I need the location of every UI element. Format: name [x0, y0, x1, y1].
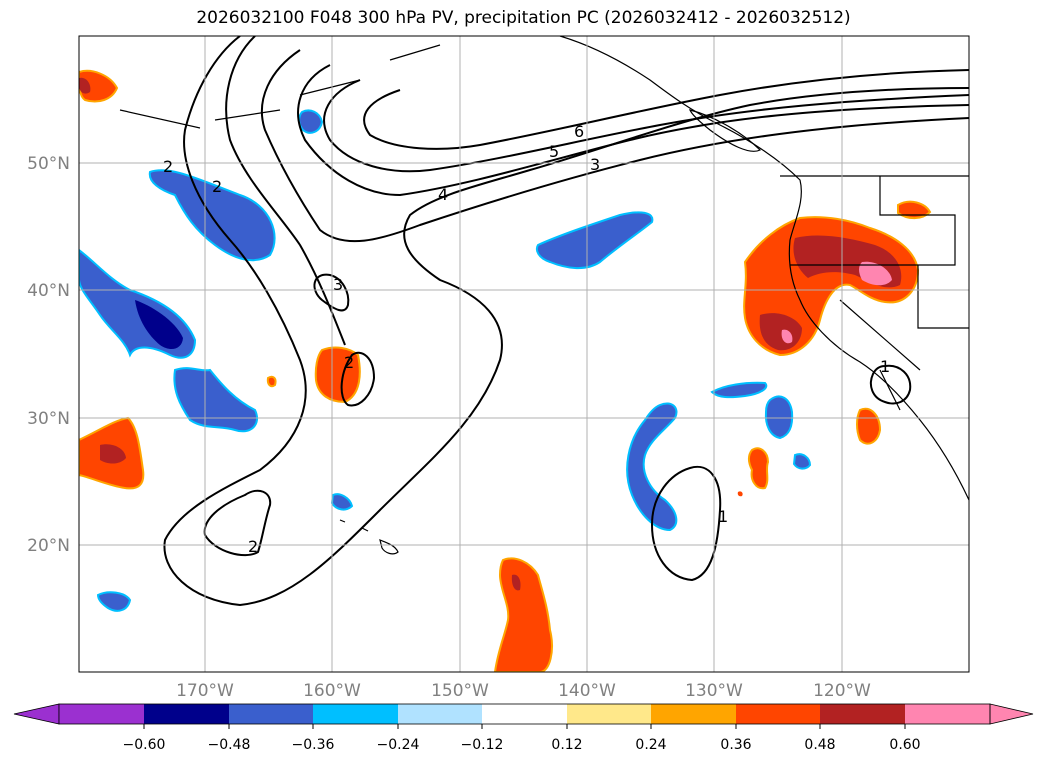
precip-blob: [710, 381, 768, 399]
precip-blob: [535, 211, 654, 269]
colorbar-tick-label: 0.24: [635, 737, 666, 753]
precip-blob: [298, 109, 324, 134]
precip-blob: [100, 444, 126, 464]
colorbar-tick-label: 0.60: [889, 737, 920, 753]
precip-blob: [856, 407, 882, 445]
colorbar-segment: [144, 704, 229, 724]
pv-contour: [650, 465, 722, 582]
colorbar-extend-high: [989, 703, 1034, 725]
contour-label: 2: [163, 157, 173, 176]
colorbar-segment: [905, 704, 990, 724]
precip-blob: [737, 491, 743, 497]
lat-label: 30°N: [27, 409, 70, 429]
colorbar-tick-label: 0.12: [551, 737, 582, 753]
contour-label: 3: [333, 275, 343, 294]
precip-blob: [493, 557, 553, 672]
precip-blob: [135, 300, 183, 350]
colorbar-frame: [58, 703, 991, 725]
pv-contour: [323, 79, 969, 173]
colorbar-segment: [229, 704, 313, 724]
colorbar-tick-label: 0.36: [720, 737, 751, 753]
colorbar: −0.60 −0.48 −0.36 −0.24 −0.12 0.12 0.24 …: [13, 703, 1034, 753]
colorbar-extend-low: [13, 703, 60, 725]
state-borders: [790, 176, 969, 411]
contour-label: 2: [344, 353, 354, 372]
precip-blob: [79, 69, 119, 103]
colorbar-tick-label: −0.60: [123, 737, 166, 753]
colorbar-segment: [651, 704, 736, 724]
latitude-labels: 50°N 40°N 30°N 20°N: [27, 154, 70, 556]
pv-contour: [297, 64, 969, 197]
contour-label: 3: [590, 155, 600, 174]
hawaii-islands: [339, 519, 399, 555]
colorbar-segment: [820, 704, 905, 724]
precip-blob: [626, 402, 678, 532]
precip-blob: [96, 591, 132, 612]
north-america-coastline: [559, 36, 969, 501]
colorbar-segment: [482, 704, 567, 724]
precip-blob: [79, 77, 91, 94]
lat-label: 20°N: [27, 536, 70, 556]
pv-contour: [225, 36, 346, 346]
lat-label: 50°N: [27, 154, 70, 174]
pv-contour: [163, 36, 969, 607]
contour-label: 1: [718, 507, 728, 526]
precip-blob: [330, 493, 354, 511]
lon-label: 140°W: [558, 681, 616, 701]
colorbar-tick-label: 0.48: [804, 737, 835, 753]
precip-blob: [859, 261, 892, 286]
precip-blob: [781, 329, 793, 344]
pv-contour: [313, 273, 350, 312]
precip-blob: [511, 574, 521, 591]
precip-blob: [748, 447, 770, 490]
pv-contours: [163, 36, 969, 607]
colorbar-tick-label: −0.12: [461, 737, 504, 753]
precip-blob: [897, 200, 932, 220]
precip-blob: [266, 375, 277, 388]
precip-blob: [148, 169, 276, 262]
pv-contour: [203, 489, 272, 557]
colorbar-segment: [59, 704, 144, 724]
contour-label: 2: [212, 177, 222, 196]
lat-label: 40°N: [27, 281, 70, 301]
precip-blob: [173, 367, 258, 433]
contour-label: 2: [248, 537, 258, 556]
lon-label: 150°W: [431, 681, 489, 701]
colorbar-segment: [398, 704, 482, 724]
contour-label: 4: [438, 185, 448, 204]
colorbar-tick-labels: −0.60 −0.48 −0.36 −0.24 −0.12 0.12 0.24 …: [123, 737, 921, 753]
precip-blob: [764, 395, 794, 440]
lon-label: 160°W: [303, 681, 361, 701]
colorbar-segment: [567, 704, 651, 724]
pv-contour: [869, 364, 912, 405]
colorbar-tick-label: −0.48: [208, 737, 251, 753]
contour-labels: 6 5 3 4 2 2 3 2 2 1 1: [163, 122, 890, 556]
precip-positive-areas: [79, 69, 932, 672]
colorbar-segment: [736, 704, 820, 724]
contour-label: 5: [549, 142, 559, 161]
longitude-labels: 170°W 160°W 150°W 140°W 130°W 120°W: [176, 681, 871, 701]
precip-blob: [792, 453, 812, 470]
gridlines: [79, 36, 969, 672]
lon-label: 170°W: [176, 681, 234, 701]
colorbar-ticks: [143, 724, 906, 729]
map-frame: [78, 35, 970, 673]
vancouver-island: [689, 109, 762, 152]
map-title: 2026032100 F048 300 hPa PV, precipitatio…: [196, 8, 851, 28]
contour-label: 1: [880, 357, 890, 376]
precip-negative-areas: [79, 109, 812, 612]
colorbar-tick-label: −0.24: [377, 737, 420, 753]
colorbar-segment: [313, 704, 398, 724]
colorbar-tick-label: −0.36: [292, 737, 335, 753]
contour-label: 6: [574, 122, 584, 141]
lon-label: 130°W: [685, 681, 743, 701]
coastlines: [119, 36, 969, 555]
map-area: 6 5 3 4 2 2 3 2 2 1 1: [79, 36, 969, 672]
pv-contour: [340, 351, 376, 407]
aleutian-islands: [119, 44, 441, 129]
lon-label: 120°W: [813, 681, 871, 701]
pv-contour: [363, 69, 969, 150]
pv-contour: [260, 49, 969, 243]
